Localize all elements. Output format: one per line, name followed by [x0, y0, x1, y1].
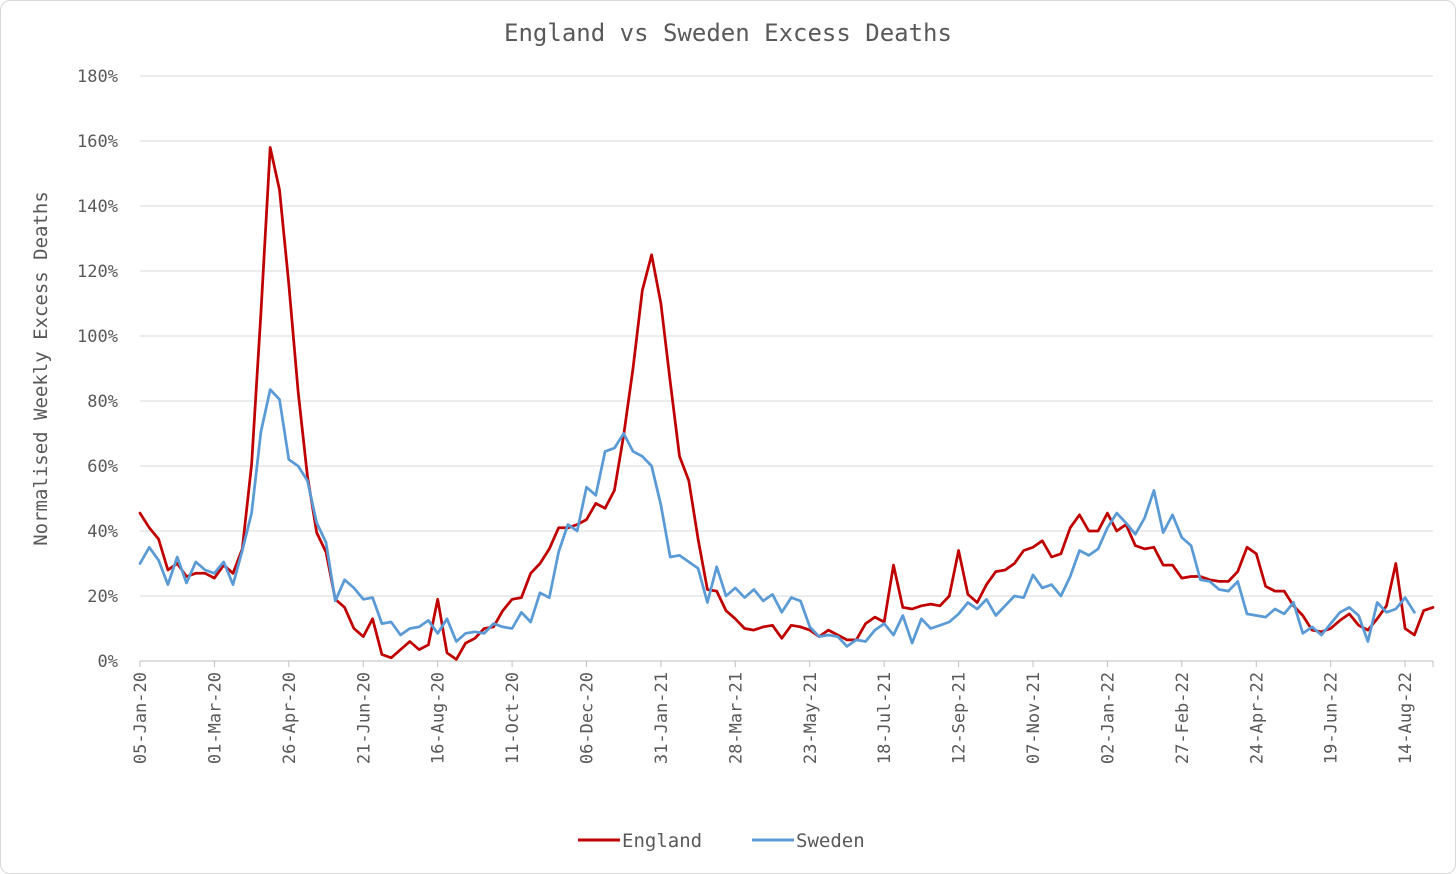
x-tick-label: 16-Aug-20	[429, 672, 449, 764]
x-tick-label: 28-Mar-21	[726, 672, 746, 764]
y-axis-label: Normalised Weekly Excess Deaths	[30, 191, 52, 546]
x-tick-label: 14-Aug-22	[1396, 672, 1416, 764]
y-tick-label: 40%	[87, 522, 118, 542]
series-line-england	[138, 146, 1435, 661]
x-tick-label: 11-Oct-20	[503, 672, 523, 764]
series-lines	[138, 146, 1435, 661]
x-tick-label: 19-Jun-22	[1322, 672, 1342, 764]
gridlines	[140, 75, 1433, 597]
x-tick-label: 27-Feb-22	[1173, 672, 1193, 764]
y-tick-label: 20%	[87, 587, 118, 607]
y-axis-tick-labels: 0% 20% 40% 60% 80% 100% 120% 140% 160% 180%	[77, 67, 118, 672]
legend-label-england: England	[622, 830, 702, 852]
y-tick-label: 160%	[77, 132, 118, 152]
x-tick-label: 21-Jun-20	[354, 672, 374, 764]
y-tick-label: 120%	[77, 262, 118, 282]
y-tick-label: 0%	[98, 652, 118, 672]
x-axis-tick-labels: 05-Jan-20 01-Mar-20 26-Apr-20 21-Jun-20 16-A…	[131, 672, 1416, 764]
x-axis	[139, 660, 1434, 667]
y-tick-label: 140%	[77, 197, 118, 217]
x-tick-label: 02-Jan-22	[1098, 672, 1118, 764]
series-line-sweden	[138, 388, 1416, 648]
x-tick-label: 07-Nov-21	[1024, 672, 1044, 764]
x-tick-label: 26-Apr-20	[280, 672, 300, 764]
chart-title: England vs Sweden Excess Deaths	[504, 19, 952, 47]
y-tick-label: 100%	[77, 327, 118, 347]
x-tick-label: 31-Jan-21	[652, 672, 672, 764]
x-tick-label: 23-May-21	[801, 672, 821, 764]
x-tick-label: 06-Dec-20	[578, 672, 598, 764]
x-tick-label: 12-Sep-21	[950, 672, 970, 764]
y-tick-label: 60%	[87, 457, 118, 477]
x-tick-label: 24-Apr-22	[1247, 672, 1267, 764]
y-tick-label: 180%	[77, 67, 118, 87]
y-tick-label: 80%	[87, 392, 118, 412]
x-tick-label: 01-Mar-20	[205, 672, 225, 764]
x-tick-label: 05-Jan-20	[131, 672, 151, 764]
legend-label-sweden: Sweden	[796, 830, 865, 852]
x-tick-label: 18-Jul-21	[875, 672, 895, 764]
legend: England Sweden	[578, 830, 865, 852]
